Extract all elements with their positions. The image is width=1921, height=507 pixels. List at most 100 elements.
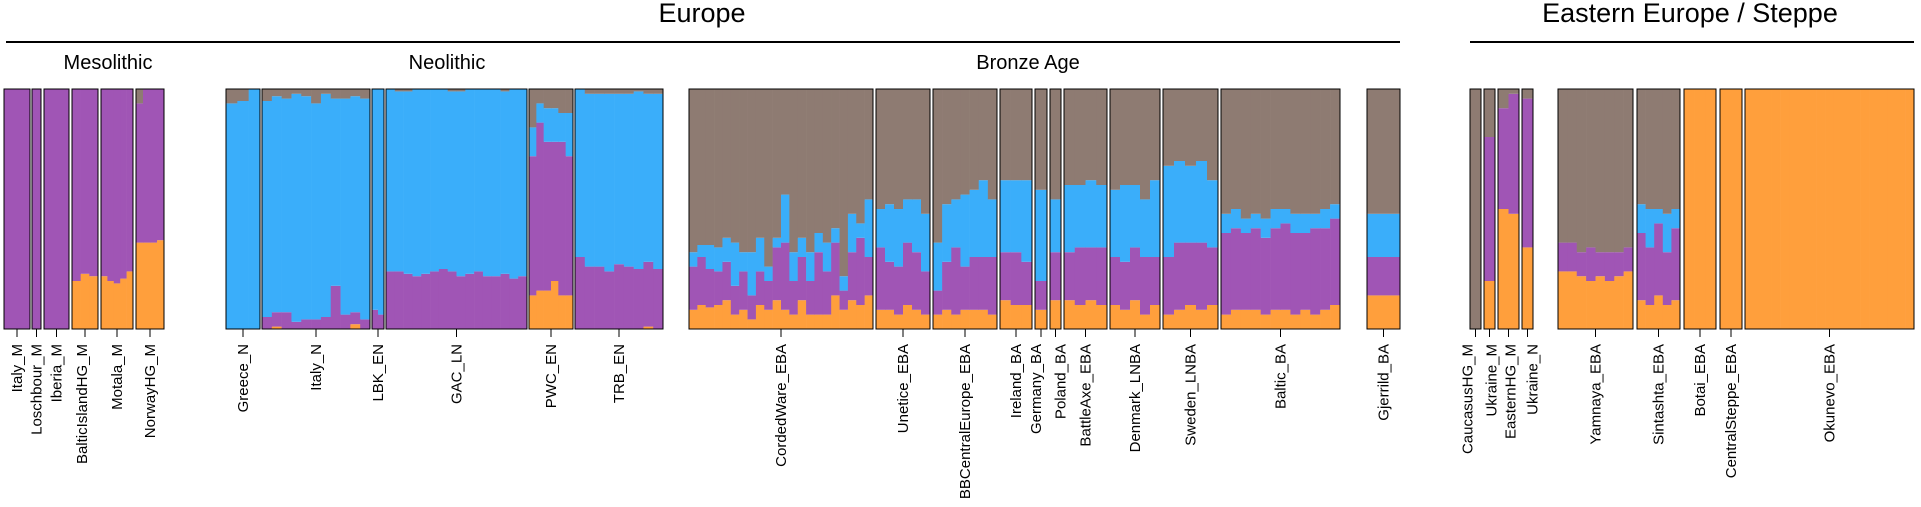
bar-okunevo-eba-18-orange: [1896, 89, 1906, 329]
group-headers: Europe Eastern Europe / Steppe Mesolithi…: [6, 0, 1914, 74]
bar-sweden-lnba-4-purple: [1196, 242, 1208, 310]
bar-italy-n-6-blue: [311, 103, 322, 320]
bar-cordedware-eba-16-blue: [814, 233, 824, 253]
bar-bbcentraleurope-eba-6-purple: [978, 257, 989, 310]
bar-italy-n-11-gray: [360, 89, 371, 99]
bar-italy-n-11-blue: [360, 98, 371, 320]
bar-cordedware-eba-18-purple: [831, 242, 840, 296]
bar-cordedware-eba-9-gray: [755, 89, 765, 238]
bar-unetice-eba-3-purple: [894, 266, 904, 315]
bar-gac-ln-9-purple: [456, 276, 466, 329]
bar-cordedware-eba-1-blue: [689, 252, 698, 267]
bar-loschbour-m-1-purple: [32, 89, 42, 329]
bar-battleaxe-eba-3-orange: [1085, 300, 1097, 329]
bar-cordedware-eba-15-orange: [806, 314, 815, 329]
bar-bbcentraleurope-eba-3-purple: [951, 247, 961, 315]
bar-baltic-ba-1-gray: [1221, 89, 1232, 214]
bar-motala-m-4-orange: [120, 278, 127, 329]
bar-bbcentraleurope-eba-7-gray: [987, 89, 998, 200]
bar-okunevo-eba-4-orange: [1771, 89, 1781, 329]
bar-sweden-lnba-3-purple: [1185, 242, 1197, 305]
label-ukraine-m: Ukraine_M: [1484, 344, 1501, 417]
bar-battleaxe-eba-4-blue: [1096, 185, 1108, 248]
bar-norwayhg-m-3-purple: [150, 89, 158, 243]
bar-baltic-ba-4-gray: [1250, 89, 1261, 214]
bar-yamnaya-eba-2-gray: [1567, 89, 1578, 243]
bar-cordedware-eba-9-orange: [755, 305, 765, 329]
label-trb-en: TRB_EN: [611, 344, 628, 403]
bar-yamnaya-eba-3-orange: [1576, 276, 1587, 329]
bar-cordedware-eba-3-gray: [705, 89, 715, 245]
bar-battleaxe-eba-1-orange: [1064, 300, 1076, 329]
bar-gac-ln-6-purple: [430, 271, 440, 329]
bar-baltic-ba-6-purple: [1270, 228, 1281, 310]
bar-cordedware-eba-2-blue: [697, 245, 707, 257]
bar-unetice-eba-5-purple: [912, 252, 922, 310]
bar-baltic-ba-7-orange: [1280, 309, 1291, 329]
bar-cordedware-eba-17-orange: [822, 314, 832, 329]
bar-cordedware-eba-13-orange: [789, 314, 799, 329]
bar-italy-n-10-purple: [350, 312, 361, 325]
bar-gac-ln-11-blue: [474, 89, 484, 272]
bar-sintashta-eba-2-gray: [1645, 89, 1655, 209]
bar-italy-n-5-gray: [301, 89, 312, 97]
bar-gac-ln-10-blue: [465, 89, 475, 274]
bar-cordedware-eba-15-purple: [806, 281, 815, 315]
bar-baltic-ba-7-purple: [1280, 223, 1291, 310]
label-okunevo-eba: Okunevo_EBA: [1822, 344, 1839, 442]
bar-cordedware-eba-18-blue: [831, 228, 840, 243]
bar-yamnaya-eba-6-orange: [1604, 281, 1615, 329]
bar-cordedware-eba-8-purple: [747, 295, 757, 320]
bar-yamnaya-eba-7-gray: [1614, 89, 1624, 253]
bar-cordedware-eba-7-orange: [739, 309, 748, 329]
bar-bbcentraleurope-eba-3-orange: [951, 314, 961, 329]
label-botai-eba: Botai_EBA: [1692, 344, 1709, 417]
bar-norwayhg-m-4-orange: [157, 240, 165, 329]
bar-denmark-lnba-3-orange: [1130, 300, 1141, 329]
period-label-mesolithic: Mesolithic: [64, 52, 153, 74]
bar-pwc-en-1-orange: [529, 295, 537, 329]
bar-cordedware-eba-4-blue: [714, 247, 723, 272]
bar-sweden-lnba-2-purple: [1174, 242, 1186, 310]
label-sintashta-eba: Sintashta_EBA: [1651, 344, 1668, 445]
bar-yamnaya-eba-5-gray: [1595, 89, 1606, 253]
bar-cordedware-eba-7-gray: [739, 89, 748, 253]
bar-italy-n-6-gray: [311, 89, 322, 104]
bar-sweden-lnba-1-blue: [1163, 165, 1175, 257]
bar-ireland-ba-3-purple: [1021, 261, 1033, 305]
bar-denmark-lnba-2-purple: [1120, 261, 1131, 310]
bar-balticislandhg-m-2-orange: [80, 273, 90, 329]
bar-gac-ln-3-gray: [403, 89, 413, 92]
bar-denmark-lnba-1-orange: [1110, 305, 1121, 329]
bar-baltic-ba-5-gray: [1260, 89, 1271, 219]
bar-cordedware-eba-16-purple: [814, 252, 824, 315]
bar-battleaxe-eba-4-purple: [1096, 247, 1108, 305]
bar-trb-en-1-blue: [575, 89, 586, 257]
bar-bbcentraleurope-eba-4-orange: [960, 309, 970, 329]
bar-ukraine-n-1-purple: [1522, 98, 1534, 248]
bar-cordedware-eba-2-gray: [697, 89, 707, 245]
bar-denmark-lnba-4-blue: [1140, 199, 1151, 257]
bar-gac-ln-9-blue: [456, 91, 466, 277]
bar-cordedware-eba-11-blue: [772, 237, 782, 248]
bar-cordedware-eba-2-orange: [697, 305, 707, 329]
bar-cordedware-eba-22-orange: [864, 295, 874, 329]
bar-trb-en-8-blue: [643, 93, 654, 262]
bar-norwayhg-m-1-orange: [136, 242, 144, 329]
bar-cordedware-eba-8-orange: [747, 319, 757, 329]
bar-yamnaya-eba-4-gray: [1586, 89, 1596, 248]
bar-poland-ba-1-gray: [1050, 89, 1062, 200]
bar-baltic-ba-5-orange: [1260, 314, 1271, 329]
bar-trb-en-4-gray: [604, 89, 615, 94]
label-bbcentraleurope-eba: BBCentralEurope_EBA: [957, 344, 974, 499]
bar-sintashta-eba-2-blue: [1645, 209, 1655, 248]
bar-ireland-ba-1-blue: [1000, 180, 1011, 253]
bar-iberia-m-2-purple: [56, 89, 70, 329]
bar-baltic-ba-11-gray: [1320, 89, 1331, 209]
bar-cordedware-eba-9-blue: [755, 237, 765, 272]
bar-yamnaya-eba-7-purple: [1614, 252, 1624, 277]
bar-unetice-eba-4-gray: [903, 89, 913, 200]
bar-bbcentraleurope-eba-6-blue: [978, 180, 989, 257]
bar-baltic-ba-2-gray: [1230, 89, 1242, 209]
